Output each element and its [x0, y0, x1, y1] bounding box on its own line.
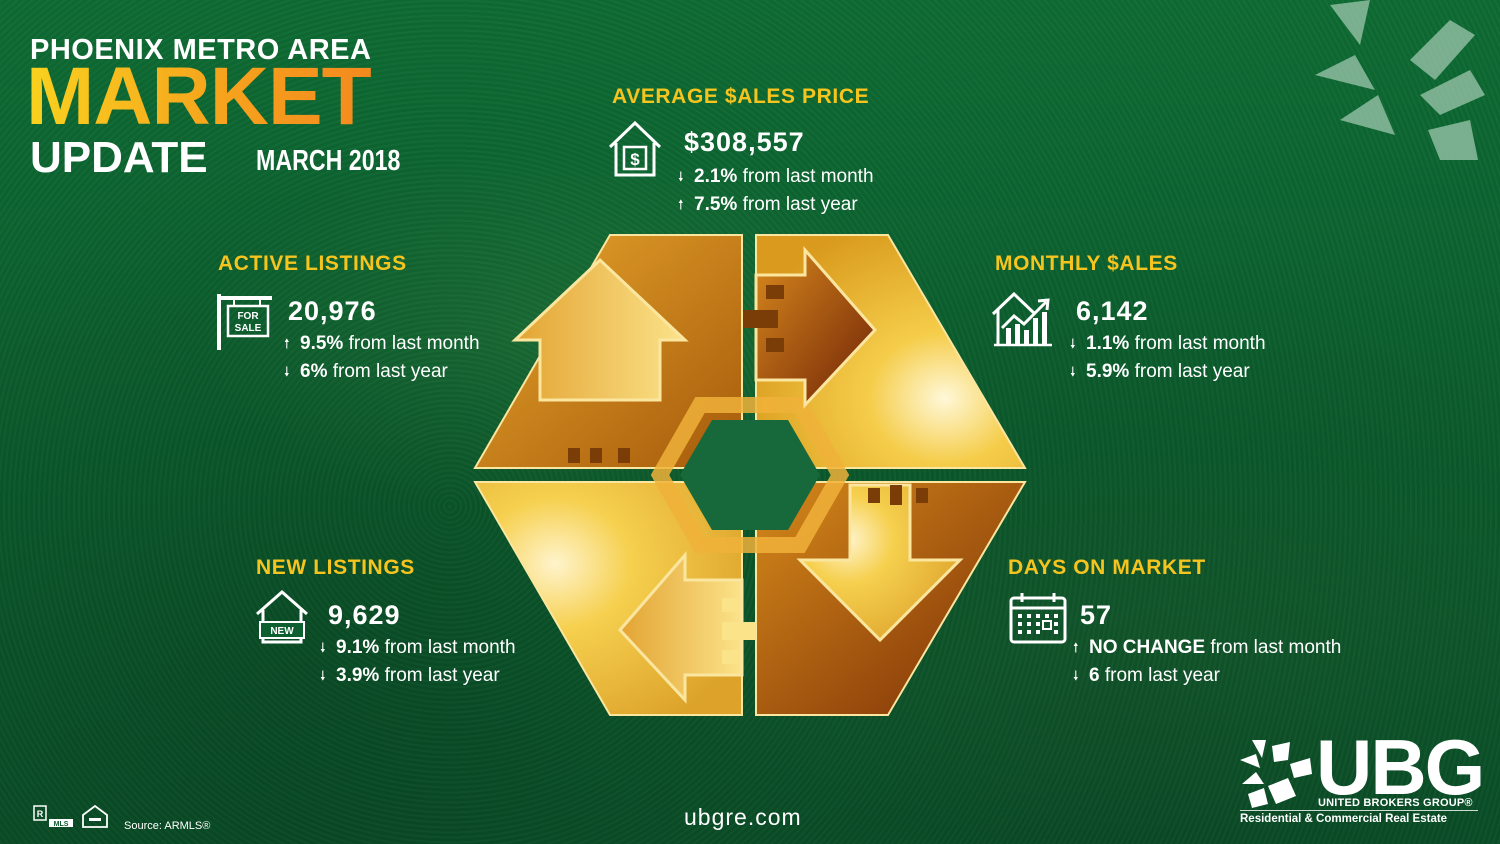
ubg-corner-watermark-icon — [1315, 0, 1485, 160]
ubg-logo-wordmark: UBG — [1316, 723, 1485, 811]
logo-divider — [1240, 810, 1478, 811]
realtor-mls-equal-housing-logos-icon: R MLS — [33, 804, 108, 828]
central-hexagon-graphic — [473, 234, 1027, 716]
active-listings-value: 20,976 — [288, 296, 377, 326]
arrow-down-icon: 🠗 — [284, 364, 290, 379]
svg-text:R: R — [37, 809, 44, 819]
monthly-sales-heading: MONTHLY $ALES — [995, 252, 1178, 275]
days-on-market-month-change: 🠕 NO CHANGE from last month — [1073, 637, 1341, 662]
svg-text:SALE: SALE — [235, 323, 262, 334]
days-on-market-year-change: 🠗 6 from last year — [1073, 665, 1220, 690]
house-chart-icon — [991, 291, 1052, 347]
new-listings-heading: NEW LISTINGS — [256, 556, 415, 579]
source-note: Source: ARMLS® — [124, 820, 211, 832]
title-date: MARCH 2018 — [256, 145, 401, 177]
title-region: PHOENIX METRO AREA — [30, 34, 372, 66]
days-on-market-heading: DAYS ON MARKET — [1008, 556, 1206, 579]
ubg-logo-subtitle: UNITED BROKERS GROUP® — [1318, 797, 1473, 809]
arrow-up-icon: 🠕 — [678, 197, 684, 212]
arrow-down-icon: 🠗 — [320, 668, 326, 683]
active-listings-heading: ACTIVE LISTINGS — [218, 252, 407, 275]
arrow-up-icon: 🠕 — [284, 336, 290, 351]
monthly-sales-year-change: 🠗 5.9% from last year — [1070, 361, 1250, 386]
arrow-down-icon: 🠗 — [1070, 336, 1076, 351]
title-market: MARKET — [26, 51, 372, 142]
svg-text:$: $ — [630, 150, 640, 169]
new-listings-value: 9,629 — [328, 600, 401, 630]
ubg-logo-tagline: Residential & Commercial Real Estate — [1240, 813, 1448, 825]
average-price-heading: AVERAGE $ALES PRICE — [612, 85, 870, 108]
average-price-month-change: 🠗 2.1% from last month — [678, 166, 874, 191]
monthly-sales-value: 6,142 — [1076, 296, 1149, 326]
active-listings-month-change: 🠕 9.5% from last month — [284, 333, 480, 358]
svg-text:FOR: FOR — [237, 311, 259, 322]
average-price-year-change: 🠕 7.5% from last year — [678, 194, 858, 219]
new-listings-month-change: 🠗 9.1% from last month — [320, 637, 516, 662]
days-on-market-value: 57 — [1080, 600, 1113, 630]
ubg-logo-mark-icon — [1240, 740, 1312, 808]
arrow-down-icon: 🠗 — [1073, 668, 1079, 683]
calendar-icon — [1009, 593, 1067, 644]
arrow-down-icon: 🠗 — [678, 169, 684, 184]
new-listings-year-change: 🠗 3.9% from last year — [320, 665, 500, 690]
average-price-value: $308,557 — [684, 127, 805, 157]
arrow-down-icon: 🠗 — [1070, 364, 1076, 379]
arrow-down-icon: 🠗 — [320, 640, 326, 655]
house-dollar-icon: $ — [608, 120, 662, 177]
svg-text:MLS: MLS — [54, 821, 69, 828]
title-update: UPDATE — [30, 133, 208, 182]
house-new-icon: NEW — [256, 590, 308, 644]
website-link[interactable]: ubgre.com — [684, 804, 802, 830]
svg-text:NEW: NEW — [270, 626, 294, 637]
active-listings-year-change: 🠗 6% from last year — [284, 361, 448, 386]
for-sale-sign-icon: FOR SALE — [217, 294, 272, 350]
arrow-up-icon: 🠕 — [1073, 640, 1079, 655]
monthly-sales-month-change: 🠗 1.1% from last month — [1070, 333, 1266, 358]
